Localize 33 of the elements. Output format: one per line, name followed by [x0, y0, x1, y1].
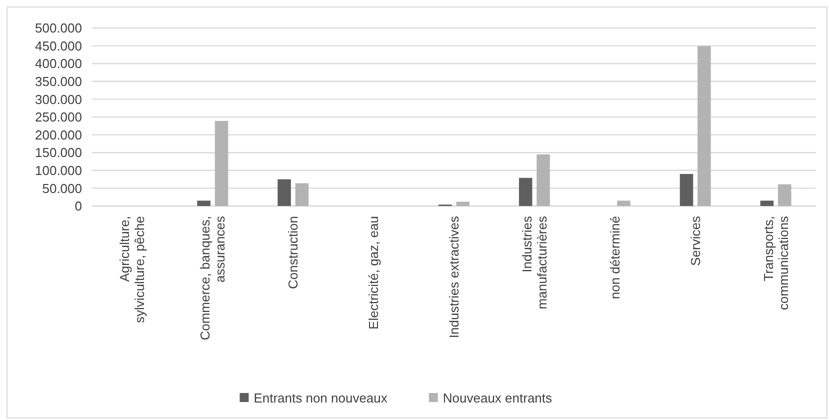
bar — [278, 179, 291, 206]
bar — [456, 202, 470, 206]
bar — [617, 200, 630, 206]
x-tick-label: Industries extractives — [446, 216, 462, 338]
bar — [680, 174, 694, 206]
bar — [698, 46, 711, 206]
bar — [536, 154, 550, 206]
y-tick-label: 0 — [74, 198, 82, 214]
y-tick-label: 250.000 — [35, 110, 82, 125]
y-tick-label: 100.000 — [35, 162, 82, 178]
bar — [295, 183, 309, 206]
y-tick-label: 50.000 — [42, 180, 82, 196]
bar — [214, 120, 228, 206]
y-tick-label: 450.000 — [35, 38, 82, 54]
y-tick-label: 350.000 — [35, 74, 82, 89]
bar — [778, 184, 792, 206]
x-tick-label: Services — [688, 216, 703, 266]
x-tick-label: Transports, communications — [760, 216, 791, 310]
bar — [197, 200, 210, 206]
bar — [760, 200, 774, 206]
legend-label: Entrants non nouveaux — [254, 390, 388, 406]
x-tick-label: non déterminé — [607, 216, 622, 300]
x-tick-label: Industries manufacturières — [519, 216, 550, 310]
y-tick-label: 300.000 — [35, 92, 82, 107]
bar — [518, 178, 532, 206]
y-tick-label: 500.000 — [35, 20, 82, 36]
y-tick-label: 200.000 — [35, 127, 82, 142]
legend-label: Nouveaux entrants — [442, 390, 553, 406]
x-tick-label: Construction — [286, 216, 301, 289]
x-tick-label: Agriculture, sylviculture, pêche — [117, 216, 148, 323]
x-tick-label: Electricité, gaz, eau — [366, 216, 382, 330]
y-tick-label: 150.000 — [35, 145, 82, 160]
y-tick-label: 400.000 — [35, 56, 82, 72]
